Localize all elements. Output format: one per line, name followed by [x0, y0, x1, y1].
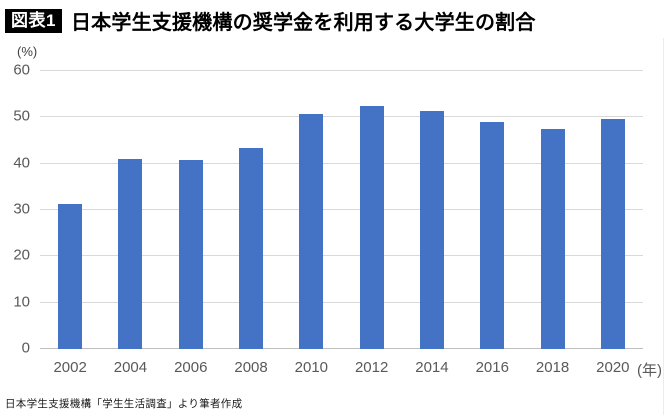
gridline-40 — [40, 162, 643, 164]
x-tick-label-2014: 2014 — [415, 359, 449, 376]
bar-2018 — [540, 128, 565, 349]
x-tick-label-2020: 2020 — [596, 359, 630, 376]
figure-number-badge: 図表1 — [5, 8, 62, 33]
bar-2010 — [299, 114, 324, 349]
gridline-50 — [40, 116, 643, 118]
gridline-60 — [40, 70, 643, 71]
y-tick-label-30: 30 — [13, 200, 30, 218]
content-edge-divider — [663, 38, 664, 415]
figure-header: 図表1 日本学生支援機構の奨学金を利用する大学生の割合 — [5, 6, 536, 35]
x-tick-label-2016: 2016 — [475, 359, 509, 376]
x-tick-label-2012: 2012 — [354, 359, 389, 376]
source-note: 日本学生支援機構「学生生活調査」より筆者作成 — [5, 398, 243, 410]
y-tick-label-50: 50 — [13, 107, 30, 125]
bar-2020 — [600, 119, 625, 349]
figure-title: 日本学生支援機構の奨学金を利用する大学生の割合 — [70, 12, 536, 34]
y-axis-tick-labels: 0 10 20 30 40 50 60 — [0, 62, 30, 357]
bar-2008 — [239, 148, 264, 349]
y-tick-label-60: 60 — [13, 61, 30, 79]
x-axis-unit-label: (年) — [637, 362, 662, 379]
y-tick-label-20: 20 — [13, 246, 30, 264]
bar-2004 — [118, 158, 143, 349]
x-axis-tick-labels: 2002 2004 2006 2008 2010 2012 2014 2016 2018 2020 — [40, 359, 643, 379]
x-tick-label-2004: 2004 — [113, 359, 148, 376]
bar-2006 — [178, 159, 203, 349]
y-tick-label-40: 40 — [13, 154, 30, 172]
bar-2012 — [359, 105, 384, 349]
x-axis-line — [40, 348, 643, 349]
bar-2016 — [480, 122, 505, 349]
plot-area — [40, 70, 643, 349]
y-axis-unit-label: (%) — [17, 44, 38, 59]
bar-2014 — [419, 111, 444, 349]
y-tick-label-10: 10 — [13, 293, 30, 311]
gridline-30 — [40, 209, 643, 210]
x-tick-label-2010: 2010 — [294, 359, 329, 376]
x-tick-label-2002: 2002 — [53, 359, 87, 376]
x-tick-label-2018: 2018 — [535, 359, 570, 376]
x-tick-label-2006: 2006 — [174, 359, 208, 376]
x-tick-label-2008: 2008 — [234, 359, 268, 376]
y-tick-label-0: 0 — [21, 339, 30, 357]
gridline-10 — [40, 301, 643, 303]
bar-2002 — [58, 204, 83, 349]
gridline-20 — [40, 255, 643, 257]
